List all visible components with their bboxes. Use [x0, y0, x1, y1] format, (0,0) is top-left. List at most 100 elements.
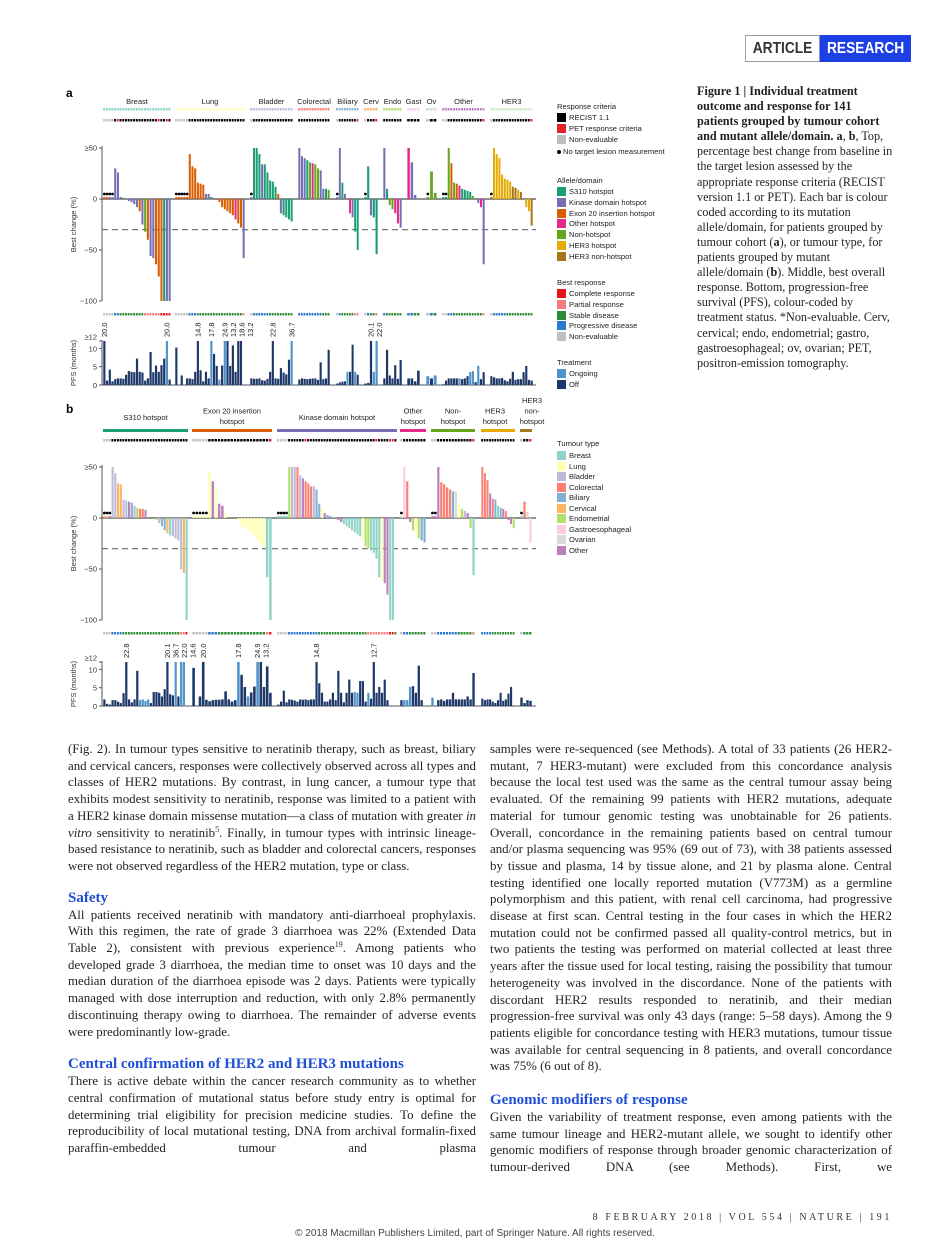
waterfall-bar [458, 185, 461, 199]
best-response-cell [367, 632, 370, 635]
cohort-strip-cell [511, 108, 514, 111]
allele-legend-item: HER3 hotspot [557, 241, 616, 250]
paragraph-central-confirmation: There is active debate within the cancer… [68, 1074, 476, 1156]
change-tick-label: −50 [84, 246, 97, 255]
pfs-bar [530, 380, 533, 385]
best-response-cell [523, 632, 526, 635]
pfs-bar [249, 692, 253, 706]
best-response-cell [141, 313, 144, 316]
waterfall-bar [199, 183, 202, 199]
cohort-strip-cell [308, 108, 311, 111]
best-response-cell [437, 632, 440, 635]
best-response-cell [312, 632, 315, 635]
waterfall-bar [527, 199, 530, 212]
best-response-cell [119, 313, 122, 316]
best-response-cell [315, 632, 318, 635]
response-criteria-cell [448, 439, 451, 442]
waterfall-bar [463, 510, 466, 518]
response-criteria-cell [405, 439, 409, 442]
pfs-bar [343, 381, 346, 385]
group-label: Biliary [337, 97, 358, 106]
best-response-cell [177, 632, 180, 635]
waterfall-bar [277, 515, 280, 518]
waterfall-bar [367, 518, 370, 549]
waterfall-bar [443, 484, 446, 518]
waterfall-bar [394, 199, 397, 214]
best-response-cell [517, 313, 519, 316]
best-response-cell [447, 313, 450, 316]
waterfall-bar [128, 501, 131, 518]
cohort-strip-cell [519, 108, 522, 111]
best-response-cell [250, 313, 253, 316]
legend-pet: PET response criteria [557, 124, 642, 133]
pfs-bar [336, 383, 339, 385]
legend-text: Breast [569, 451, 591, 460]
allele-swatch [557, 251, 566, 261]
best-response-cell [277, 632, 280, 635]
best-response-cell [417, 632, 420, 635]
pfs-bar [472, 673, 475, 706]
response-criteria-cell [119, 439, 122, 442]
pfs-bar [417, 665, 420, 706]
waterfall-bar [413, 194, 417, 199]
allele-swatch [557, 208, 566, 218]
best-response-cell [108, 313, 111, 316]
waterfall-bar [423, 518, 426, 543]
waterfall-bar [353, 518, 356, 533]
response-criteria-cell [231, 119, 234, 122]
best-response-cell [386, 632, 389, 635]
cohort-strip-cell [385, 108, 388, 111]
best-response-cell [433, 313, 437, 316]
non-evaluable-star [276, 511, 280, 515]
waterfall-bar [303, 158, 306, 199]
waterfall-bar [169, 518, 172, 536]
best-response-cell [445, 632, 448, 635]
waterfall-bar [122, 197, 125, 199]
pfs-bar [341, 381, 344, 385]
pfs-bar [103, 699, 106, 706]
cohort-strip-cell [191, 108, 194, 111]
cohort-strip-cell [322, 108, 325, 111]
cohort-strip-cell [165, 108, 168, 111]
best-response-cell [489, 632, 491, 635]
response-criteria-cell [331, 439, 334, 442]
pfs-bar [114, 379, 117, 385]
waterfall-bar [234, 199, 237, 220]
response-criteria-cell [152, 119, 155, 122]
best-response-cell [212, 313, 215, 316]
pfs-bar [274, 378, 277, 385]
best-response-cell [320, 632, 323, 635]
response-criteria-cell [296, 439, 299, 442]
waterfall-bar [367, 166, 370, 199]
pfs-bar [431, 697, 434, 706]
pfs-bar [442, 384, 445, 385]
legend-text: Endometrial [569, 514, 610, 523]
best-response-cell [348, 632, 351, 635]
best-response-cell [329, 632, 331, 635]
waterfall-bar [223, 199, 226, 210]
response-criteria-cell [111, 439, 114, 442]
non-evaluable-star [105, 192, 109, 196]
cohort-strip-cell [239, 108, 242, 111]
cohort-strip-cell [348, 108, 351, 111]
response-criteria-cell [426, 119, 430, 122]
response-criteria-cell [315, 439, 318, 442]
group-label: Kinase domain hotspot [299, 413, 376, 422]
response-criteria-cell [269, 439, 272, 442]
waterfall-bar [417, 518, 420, 539]
waterfall-bar [288, 467, 291, 518]
best-response-cell [394, 632, 397, 635]
research-label: RESEARCH [820, 35, 912, 62]
pfs-bar [116, 378, 120, 385]
response-criteria-cell [354, 119, 356, 122]
response-criteria-cell [217, 439, 221, 442]
pfs-bar [383, 679, 386, 706]
best-response-cell [188, 313, 191, 316]
pfs-bar [447, 378, 450, 385]
pfs-bar [237, 341, 240, 385]
waterfall-bar [469, 518, 472, 529]
group-label: Lung [202, 97, 219, 106]
text-italic: in vitro [68, 808, 476, 840]
best-response-cell [361, 632, 364, 635]
response-criteria-cell [523, 439, 526, 442]
